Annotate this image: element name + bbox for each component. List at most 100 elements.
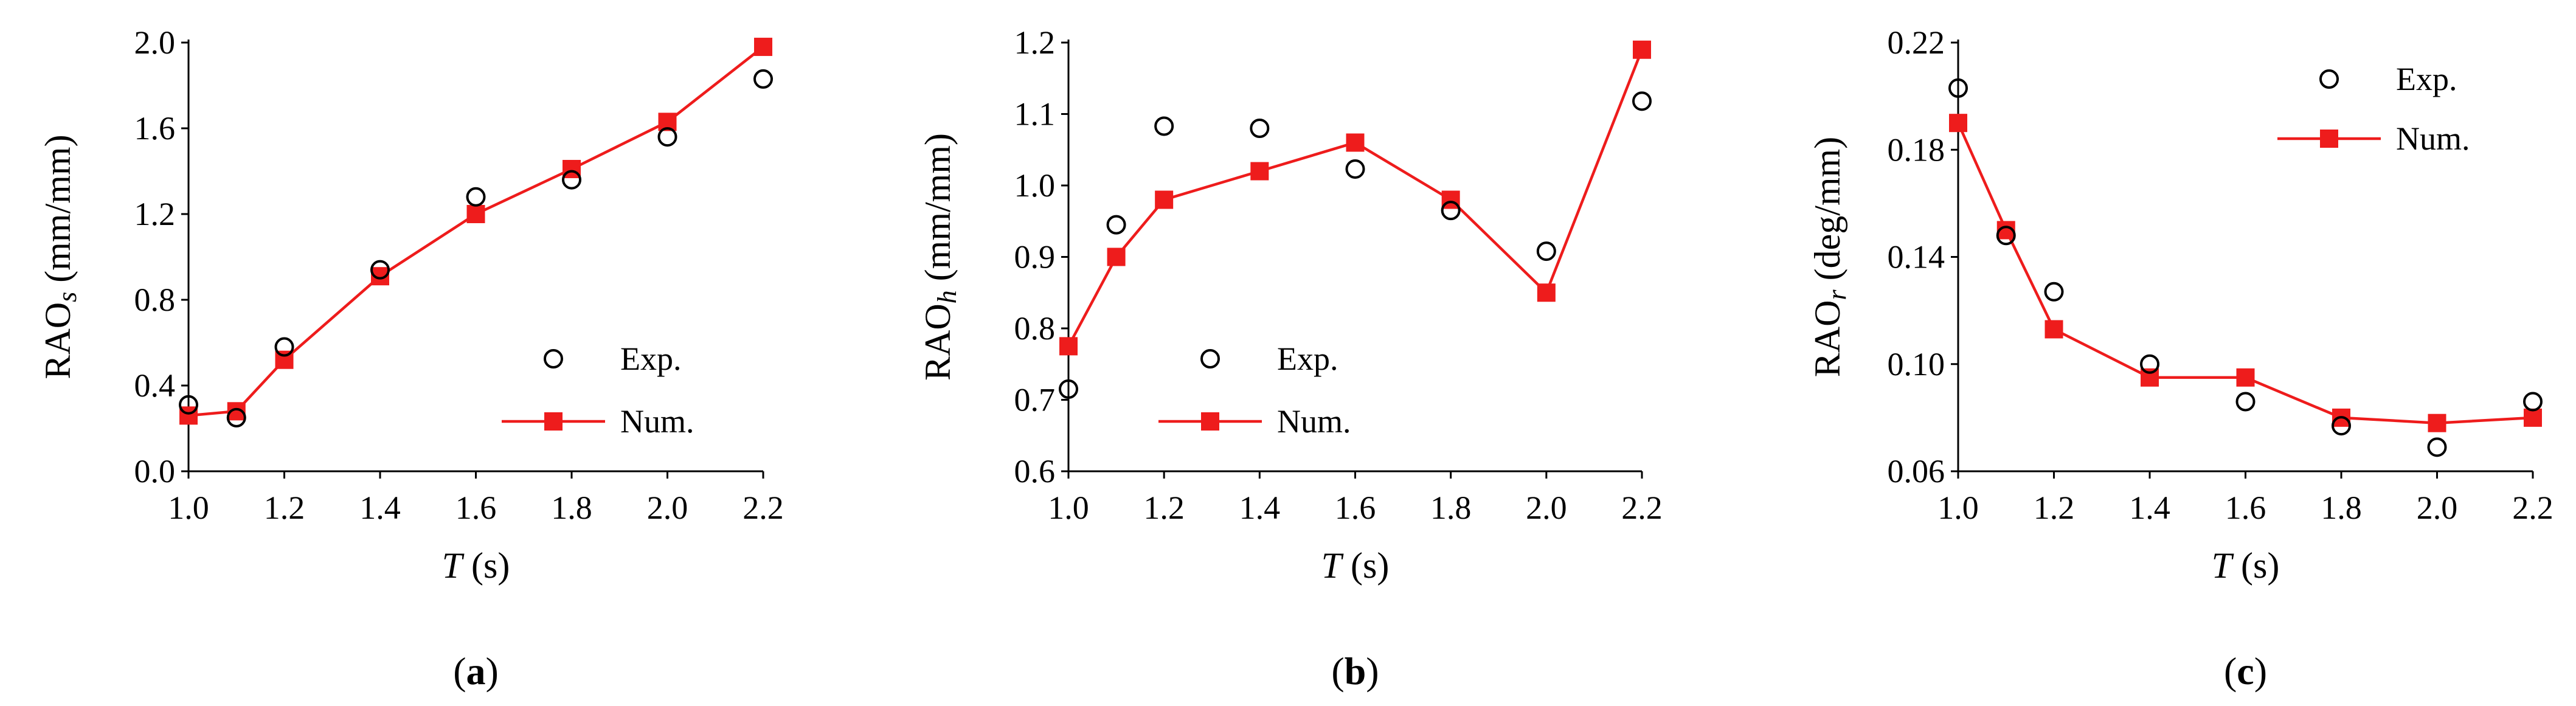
panel-a-exp-point xyxy=(274,337,294,357)
panel-b-x-tick-label: 1.6 xyxy=(1335,490,1376,526)
panel-b-legend-exp-marker xyxy=(1200,349,1220,369)
panel-c-x-axis-label-unit: (s) xyxy=(2232,545,2279,586)
panel-a-x-axis-label-var: T xyxy=(442,545,465,586)
panel-c-exp-point xyxy=(1948,78,1968,98)
panel-c-y-tick-label: 0.22 xyxy=(1888,24,1945,61)
panel-b-y-tick-label: 1.2 xyxy=(1014,24,1056,61)
panel-b-exp-point xyxy=(1632,91,1652,111)
panel-a-y-tick-label: 1.2 xyxy=(134,196,176,232)
panel-c-label: (c) xyxy=(2224,649,2267,693)
panel-c-y-axis-label: RAOr (deg/mm) xyxy=(1807,137,1852,377)
panel-b-y-tick-label: 1.0 xyxy=(1014,167,1056,204)
panel-b-y-tick-label: 0.7 xyxy=(1014,382,1056,418)
panel-b-exp-point xyxy=(1059,379,1078,399)
panel-b-y-axis-label: RAOh (mm/mm) xyxy=(918,133,962,381)
panel-b-num-series-line xyxy=(1067,49,1644,347)
panel-b-y-tick-label: 0.9 xyxy=(1014,239,1056,275)
panel-c-y-axis-label-main: RAO xyxy=(1807,300,1847,378)
panel-c-num-point xyxy=(2524,408,2542,427)
panel-c-exp-point xyxy=(1996,226,2016,246)
panel-c-num-point xyxy=(2236,368,2255,387)
panel-a-y-tick-label: 1.6 xyxy=(134,110,176,147)
panel-a-exp-point xyxy=(753,69,773,89)
panel-c-x-tick-label: 1.2 xyxy=(2034,490,2075,526)
panel-a-y-tick-label: 0.4 xyxy=(134,367,176,404)
panel-a-x-tick-label: 2.2 xyxy=(743,490,784,526)
chart-panel-b: 0.6 0.7 0.8 0.9 1.0 1.1 1.2 1.0 1.2 1.4 1.6 1.8 2.0 2… xyxy=(918,24,1663,693)
panel-c-legend-exp-marker xyxy=(2319,69,2339,89)
panel-b-num-point xyxy=(1107,247,1126,266)
panel-c-y-tick-label: 0.18 xyxy=(1888,131,1945,168)
panel-c-y-axis-label-unit: (deg/mm) xyxy=(1807,137,1847,290)
panel-c-num-point xyxy=(2428,414,2446,432)
panel-a-legend-exp-marker xyxy=(544,349,563,369)
panel-a-x-tick-label: 2.0 xyxy=(647,490,688,526)
panel-c-exp-point xyxy=(2427,437,2447,457)
panel-b-x-tick-label: 2.2 xyxy=(1621,490,1663,526)
panel-c-y-tick-label: 0.06 xyxy=(1888,453,1945,490)
panel-b-label-close: ) xyxy=(1366,649,1379,693)
panel-b-label-letter: b xyxy=(1345,649,1366,693)
panel-c-x-tick-label: 1.8 xyxy=(2321,490,2362,526)
panel-a-legend-exp-label: Exp. xyxy=(620,341,682,377)
panel-a-x-tick-label: 1.0 xyxy=(168,490,209,526)
panel-a-exp-point xyxy=(370,260,390,280)
panel-a-y-tick-label: 0.0 xyxy=(134,453,176,490)
panel-b-label: (b) xyxy=(1331,649,1379,693)
panel-c-y-axis-label-sub: r xyxy=(1822,289,1852,300)
panel-c-x-axis-label: T (s) xyxy=(2212,545,2280,586)
panel-b-exp-point xyxy=(1345,159,1365,179)
chart-panel-c: 0.06 0.10 0.14 0.18 0.22 1.0 1.2 1.4 1.6 1.8 2.0 2.… xyxy=(1807,24,2553,693)
panel-a-exp-point xyxy=(226,407,246,427)
panel-a-num-point xyxy=(754,38,772,57)
panel-b-x-tick-label: 1.8 xyxy=(1430,490,1472,526)
panel-b-y-axis-label-main: RAO xyxy=(918,303,958,381)
panel-b-exp-point xyxy=(1441,201,1461,221)
panel-b-exp-point xyxy=(1154,116,1174,136)
panel-a-y-axis-label-sub: s xyxy=(52,292,82,302)
panel-c-exp-point xyxy=(2332,416,2351,436)
panel-c-exp-point xyxy=(2044,282,2064,302)
panel-c-label-close: ) xyxy=(2254,649,2267,693)
panel-a-y-axis-label: RAOs (mm/mm) xyxy=(38,134,82,379)
panel-b-y-tick-label: 0.8 xyxy=(1014,310,1056,347)
panel-a-exp-point xyxy=(466,187,486,207)
panel-b-num-point xyxy=(1346,133,1365,152)
panel-b-y-axis-label-sub: h xyxy=(932,290,962,303)
panel-b-y-axis-label-unit: (mm/mm) xyxy=(918,133,958,290)
panel-a-y-tick-label: 2.0 xyxy=(134,24,176,61)
panel-a-x-axis-label-unit: (s) xyxy=(462,545,510,586)
panel-c-x-tick-label: 1.4 xyxy=(2129,490,2170,526)
panel-c-x-tick-label: 1.6 xyxy=(2225,490,2266,526)
panel-a-x-tick-label: 1.2 xyxy=(264,490,305,526)
panel-b-legend-num-label: Num. xyxy=(1277,403,1351,440)
panel-c-exp-point xyxy=(2140,354,2159,374)
panel-a-x-tick-label: 1.6 xyxy=(455,490,497,526)
panel-c-y-tick-label: 0.14 xyxy=(1888,239,1945,275)
panel-b-num-point xyxy=(1250,162,1269,181)
panel-b-y-tick-label: 1.1 xyxy=(1014,96,1056,133)
panel-b-x-tick-label: 1.2 xyxy=(1143,490,1185,526)
panel-b-x-tick-label: 1.0 xyxy=(1048,490,1089,526)
panel-b-label-open: ( xyxy=(1331,649,1344,693)
panel-c-legend-exp-label: Exp. xyxy=(2396,61,2457,97)
panel-b-num-point xyxy=(1059,337,1078,356)
chart-panel-a: 0.0 0.4 0.8 1.2 1.6 2.0 1.0 1.2 1.4 1.6 1.8 2.0 2.2 T… xyxy=(38,24,784,693)
panel-b-exp-point xyxy=(1536,241,1556,261)
panel-c-x-tick-label: 2.2 xyxy=(2512,490,2553,526)
panel-c-exp-point xyxy=(2523,392,2543,412)
panel-b-num-point xyxy=(1155,190,1174,209)
panel-b-x-tick-label: 2.0 xyxy=(1526,490,1567,526)
panel-b-legend-num-marker xyxy=(1201,412,1219,431)
panel-a-exp-point xyxy=(657,127,677,147)
panel-b-y-tick-label: 0.6 xyxy=(1014,453,1056,490)
panel-c-legend-num-marker xyxy=(2320,130,2338,148)
panel-c-legend-num-label: Num. xyxy=(2396,120,2470,157)
panel-a-x-tick-label: 1.4 xyxy=(359,490,401,526)
panel-b-x-tick-label: 1.4 xyxy=(1239,490,1281,526)
panel-a-label-open: ( xyxy=(453,649,466,693)
panel-c-exp-point xyxy=(2235,392,2256,412)
panel-c-label-letter: c xyxy=(2237,649,2254,693)
panel-a-y-tick-label: 0.8 xyxy=(134,282,176,318)
